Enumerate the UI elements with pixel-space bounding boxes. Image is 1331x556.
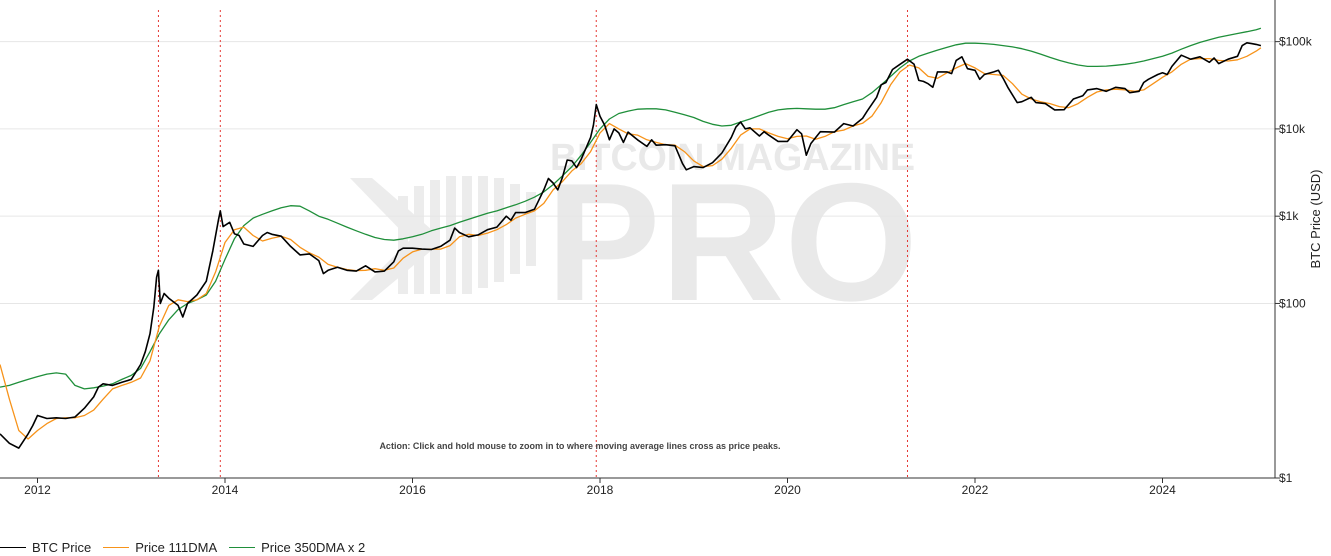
legend-item-btc-price[interactable]: BTC Price (0, 540, 91, 555)
x-tick-label: 2024 (1149, 483, 1176, 497)
legend-label-350dma-x2: Price 350DMA x 2 (261, 539, 366, 555)
legend-item-350dma-x2[interactable]: Price 350DMA x 2 (229, 540, 365, 555)
x-tick-label: 2012 (24, 483, 51, 497)
series-line-price-111dma[interactable] (0, 47, 1262, 440)
watermark-title: BITCOIN MAGAZINE (550, 137, 915, 179)
y-axis-title: BTC Price (USD) (1308, 170, 1323, 269)
legend-label-btc-price: BTC Price (32, 539, 92, 555)
legend-item-111dma[interactable]: Price 111DMA (103, 540, 217, 555)
legend: BTC Price Price 111DMA Price 350DMA x 2 (0, 538, 377, 556)
x-tick-label: 2014 (212, 483, 239, 497)
y-tick-label: $10k (1279, 122, 1306, 136)
y-tick-label: $100 (1279, 296, 1306, 310)
series-line-price-350dma-x-2[interactable] (0, 27, 1262, 390)
watermark-pro: PRO (546, 148, 918, 336)
series-line-btc-price[interactable] (0, 42, 1262, 449)
legend-swatch-350dma-x2 (229, 546, 256, 548)
x-tick-label: 2018 (587, 483, 614, 497)
legend-label-111dma: Price 111DMA (135, 539, 218, 555)
legend-swatch-111dma (103, 546, 130, 548)
y-tick-label: $100k (1279, 35, 1313, 49)
x-tick-label: 2022 (962, 483, 989, 497)
y-tick-label: $1k (1279, 209, 1299, 223)
x-tick-label: 2020 (774, 483, 801, 497)
y-tick-label: $1 (1279, 471, 1293, 485)
zoom-instruction-note: Action: Click and hold mouse to zoom in … (379, 441, 780, 451)
legend-swatch-btc-price (0, 546, 26, 548)
x-tick-label: 2016 (399, 483, 426, 497)
watermark-logo: BITCOIN MAGAZINE PRO (350, 137, 918, 336)
